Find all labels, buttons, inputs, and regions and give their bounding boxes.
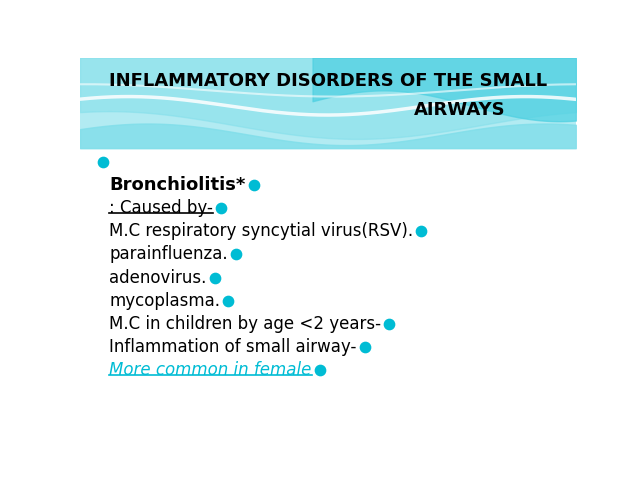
Text: : Caused by-: : Caused by- [109,199,213,217]
Point [360,343,370,351]
Text: M.C respiratory syncytial virus(RSV).: M.C respiratory syncytial virus(RSV). [109,222,413,240]
Bar [80,58,576,148]
Point [248,181,259,189]
Text: adenovirus.: adenovirus. [109,268,207,287]
Point [314,366,324,374]
Point [416,228,426,235]
Point [209,274,220,281]
Point [223,297,234,304]
Text: parainfluenza.: parainfluenza. [109,245,228,264]
Text: mycoplasma.: mycoplasma. [109,292,220,310]
Point [216,204,226,212]
Point [384,320,394,327]
Text: Inflammation of small airway-: Inflammation of small airway- [109,338,357,356]
Text: M.C in children by age <2 years-: M.C in children by age <2 years- [109,315,381,333]
Point [98,158,108,166]
Point [230,251,241,258]
Text: Bronchiolitis*: Bronchiolitis* [109,176,246,194]
Text: AIRWAYS: AIRWAYS [414,101,506,119]
Text: More common in female: More common in female [109,361,312,379]
Text: INFLAMMATORY DISORDERS OF THE SMALL: INFLAMMATORY DISORDERS OF THE SMALL [109,72,547,90]
